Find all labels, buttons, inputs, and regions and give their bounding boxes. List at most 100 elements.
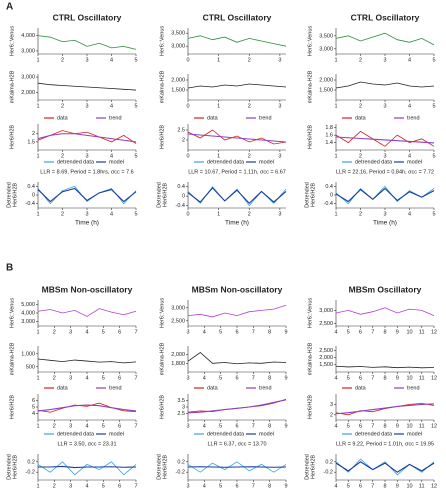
x-tick-label: 3 bbox=[69, 483, 72, 489]
x-tick-label: 1 bbox=[36, 211, 39, 217]
series-line bbox=[37, 35, 137, 50]
x-axis-label: Time (h) bbox=[75, 220, 99, 227]
series-line bbox=[187, 304, 287, 318]
x-tick-label: 4 bbox=[334, 375, 337, 381]
y-tick-label: 4,000 bbox=[21, 33, 35, 39]
x-tick-label: 1 bbox=[217, 153, 220, 159]
x-tick-label: 3 bbox=[278, 103, 281, 109]
x-tick-label: 7 bbox=[252, 329, 255, 335]
y-axis-label: Her6/H2B bbox=[310, 455, 316, 479]
y-tick-label: 2,500 bbox=[171, 318, 185, 324]
x-tick-label: 4 bbox=[110, 211, 113, 217]
x-tick-label: 1 bbox=[36, 375, 39, 381]
series-line bbox=[37, 133, 137, 143]
x-tick-label: 4 bbox=[203, 423, 206, 429]
y-tick-label: 3,000 bbox=[21, 48, 35, 54]
x-tick-label: 10 bbox=[406, 329, 412, 335]
x-tick-label: 12 bbox=[431, 329, 437, 335]
x-tick-label: 4 bbox=[203, 329, 206, 335]
x-tick-label: 7 bbox=[134, 423, 137, 429]
series-line bbox=[335, 307, 435, 316]
y-axis-label: Her6::Venus bbox=[307, 298, 313, 329]
y-tick-label: 2,500 bbox=[319, 348, 333, 354]
series-line bbox=[335, 32, 435, 46]
x-tick-label: 9 bbox=[396, 329, 399, 335]
x-tick-label: 4 bbox=[85, 483, 88, 489]
x-tick-label: 3 bbox=[69, 423, 72, 429]
x-tick-label: 1 bbox=[334, 153, 337, 159]
x-tick-label: 4 bbox=[110, 57, 113, 63]
series-line bbox=[187, 129, 287, 145]
y-tick-label: -0.4 bbox=[26, 201, 35, 207]
x-tick-label: 2 bbox=[53, 483, 56, 489]
y-axis-label: Her6/H2B bbox=[310, 183, 316, 207]
x-tick-label: 4 bbox=[203, 483, 206, 489]
legend-label: detrended data bbox=[355, 431, 393, 437]
y-tick-label: 3,000 bbox=[21, 319, 35, 325]
x-tick-label: 3 bbox=[85, 153, 88, 159]
x-tick-label: 3 bbox=[383, 103, 386, 109]
x-tick-label: 2 bbox=[359, 103, 362, 109]
x-tick-label: 6 bbox=[235, 483, 238, 489]
series-line bbox=[187, 133, 287, 143]
series-line bbox=[37, 130, 137, 144]
x-tick-label: 1 bbox=[334, 211, 337, 217]
x-tick-label: 5 bbox=[134, 153, 137, 159]
legend-label: detrended data bbox=[207, 431, 245, 437]
x-tick-label: 4 bbox=[110, 103, 113, 109]
y-tick-label: 2,000 bbox=[319, 355, 333, 361]
legend-label: data bbox=[57, 385, 69, 391]
x-tick-label: 12 bbox=[431, 483, 437, 489]
x-tick-label: 10 bbox=[406, 423, 412, 429]
x-tick-label: 4 bbox=[85, 375, 88, 381]
x-tick-label: 3 bbox=[85, 57, 88, 63]
x-tick-label: 6 bbox=[359, 423, 362, 429]
legend-label: detrended data bbox=[207, 159, 245, 165]
y-axis-label: mKalma-H2B bbox=[9, 70, 15, 103]
legend-label: model bbox=[407, 431, 422, 437]
x-tick-label: 5 bbox=[102, 423, 105, 429]
x-tick-label: 1 bbox=[217, 103, 220, 109]
x-tick-label: 3 bbox=[383, 211, 386, 217]
x-tick-label: 7 bbox=[252, 423, 255, 429]
x-tick-label: 8 bbox=[268, 483, 271, 489]
x-tick-label: 2 bbox=[61, 57, 64, 63]
y-axis-label: Detrended bbox=[304, 182, 310, 208]
x-tick-label: 9 bbox=[284, 483, 287, 489]
x-tick-label: 7 bbox=[134, 375, 137, 381]
x-tick-label: 3 bbox=[186, 329, 189, 335]
chart-title: CTRL Oscillatory bbox=[203, 12, 272, 22]
x-tick-label: 5 bbox=[102, 483, 105, 489]
series-line bbox=[37, 402, 137, 413]
y-tick-label: 0.4 bbox=[325, 184, 333, 190]
series-line bbox=[187, 35, 287, 47]
legend-label: data bbox=[207, 385, 219, 391]
series-line bbox=[37, 358, 137, 364]
y-axis-label: Detrended bbox=[6, 454, 12, 480]
y-tick-label: 5 bbox=[32, 404, 35, 410]
x-tick-label: 5 bbox=[347, 423, 350, 429]
series-line bbox=[187, 187, 287, 205]
y-axis-label: Detrended bbox=[156, 454, 162, 480]
series-line bbox=[37, 461, 137, 476]
x-tick-label: 7 bbox=[371, 483, 374, 489]
y-tick-label: 2,500 bbox=[319, 321, 333, 327]
x-tick-label: 2 bbox=[359, 211, 362, 217]
x-tick-label: 5 bbox=[134, 211, 137, 217]
x-tick-label: 0 bbox=[186, 211, 189, 217]
y-tick-label: 1.8 bbox=[325, 125, 333, 131]
series-line bbox=[37, 185, 137, 205]
legend-label: trend bbox=[407, 385, 420, 391]
x-tick-label: 1 bbox=[36, 483, 39, 489]
y-tick-label: 6 bbox=[32, 398, 35, 404]
x-tick-label: 8 bbox=[383, 483, 386, 489]
series-line bbox=[187, 399, 287, 414]
y-tick-label: 3,500 bbox=[171, 31, 185, 37]
legend-label: data bbox=[355, 115, 367, 121]
x-tick-label: 8 bbox=[268, 329, 271, 335]
x-tick-label: 9 bbox=[284, 375, 287, 381]
x-tick-label: 5 bbox=[134, 57, 137, 63]
y-tick-label: 0.2 bbox=[27, 459, 35, 465]
y-tick-label: 2,000 bbox=[171, 352, 185, 358]
y-tick-label: 0.2 bbox=[325, 459, 333, 465]
